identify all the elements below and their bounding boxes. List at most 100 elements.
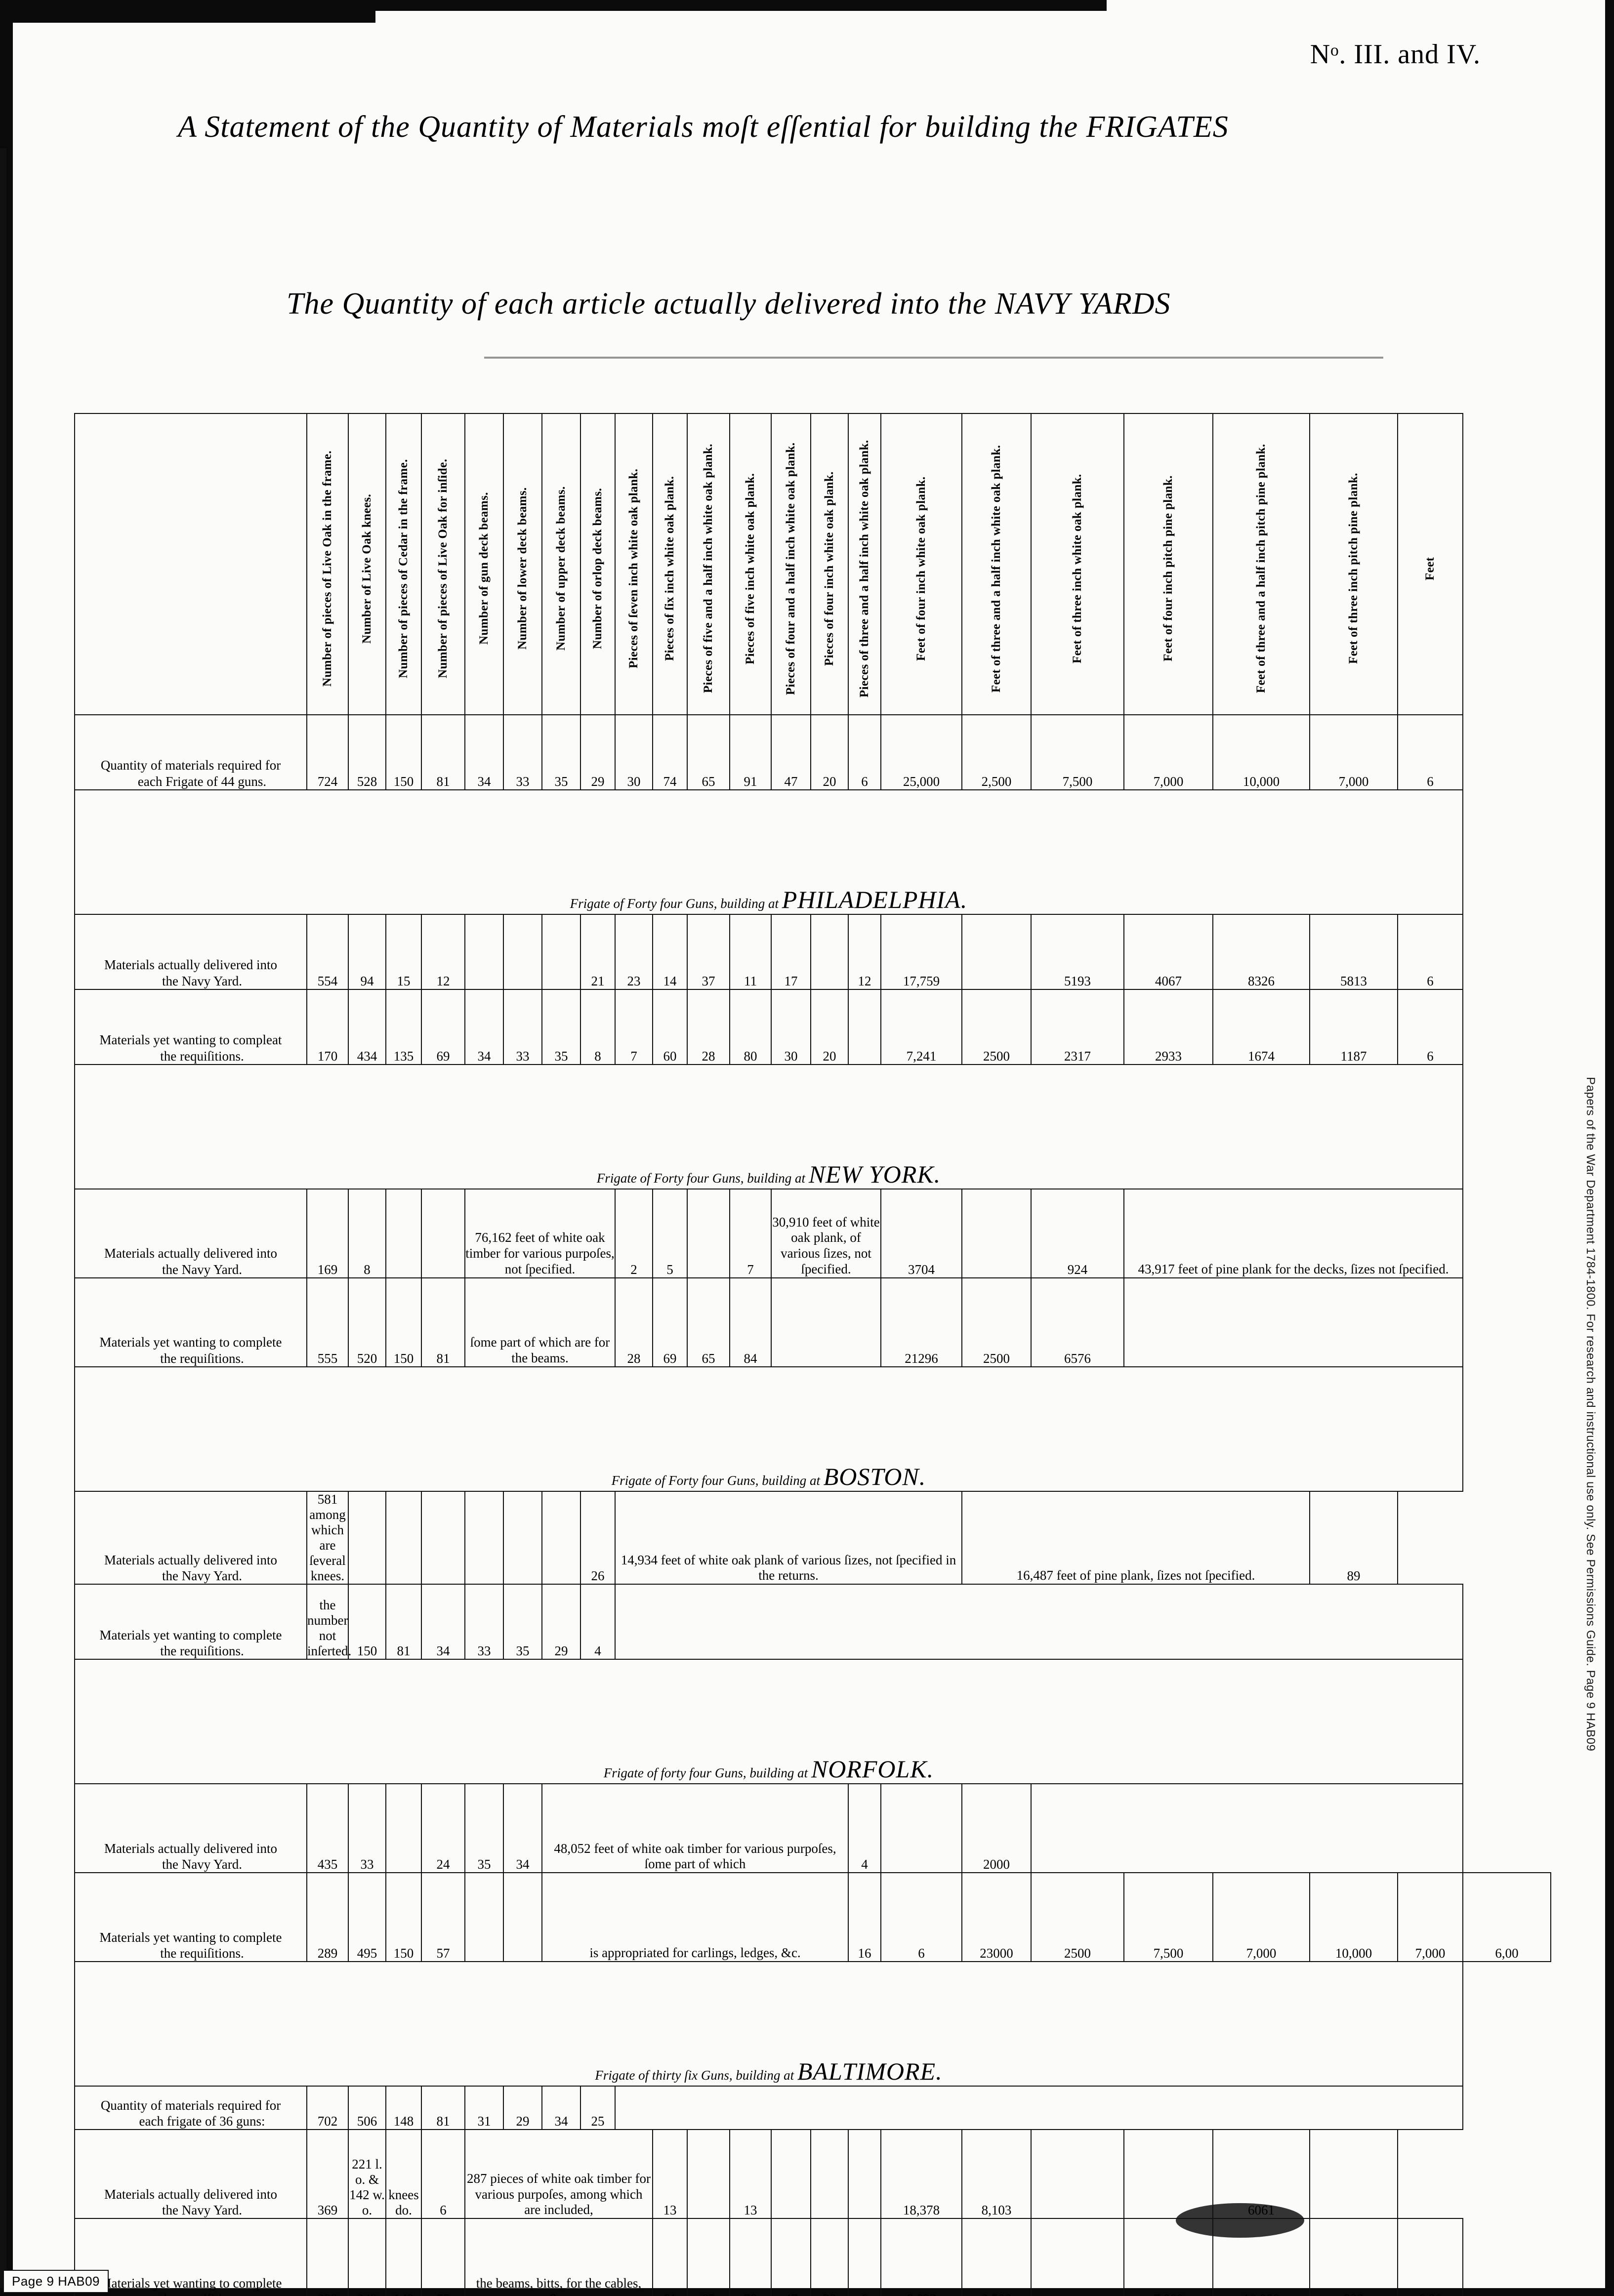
col-head-live-oak-knees: Number of Live Oak knees. <box>348 413 386 715</box>
cell: 30 <box>771 989 811 1065</box>
note-boston-wanting-knees: the number not inſerted. <box>306 1584 351 1660</box>
row-label-delivered: Materials actually delivered into the Na… <box>74 1490 307 1585</box>
scan-edge-right <box>1605 0 1614 2296</box>
cell: 60 <box>652 989 688 1065</box>
table-header-row: Number of pieces of Live Oak in the fram… <box>74 413 1551 715</box>
row-boston-delivered: Materials actually delivered into the Na… <box>74 1490 1551 1585</box>
cell <box>810 2129 849 2219</box>
caption-philadelphia: Frigate of Forty four Guns, building at … <box>74 789 1463 915</box>
cell: 14 <box>652 914 688 990</box>
cell: 6 <box>1397 989 1463 1065</box>
row-label-delivered: Materials actually delivered into the Na… <box>74 1189 307 1278</box>
cell: 29 <box>503 2086 542 2131</box>
cell: 7,000 <box>1212 1872 1310 1963</box>
page-title-line-2: The Quantity of each article actually de… <box>287 287 1171 321</box>
cell <box>961 1189 1032 1278</box>
cell <box>464 914 504 990</box>
cell: 6 <box>848 2218 881 2296</box>
row-newyork-delivered: Materials actually delivered into the Na… <box>74 1189 1551 1278</box>
cell <box>1123 2129 1213 2219</box>
col-head-feet-three-inch-oak: Feet of three inch white oak plank. <box>1031 413 1124 715</box>
cell: 4 <box>848 1783 881 1874</box>
col-head-feet-three-inch-pine: Feet of three inch pitch pine plank. <box>1309 413 1398 715</box>
row-label-delivered: Materials actually delivered into the Na… <box>74 1783 307 1874</box>
caption-row-norfolk: Frigate of forty four Guns, building at … <box>74 1659 1551 1785</box>
scan-edge-left-inner <box>0 148 6 2296</box>
cell: 17,759 <box>880 914 962 990</box>
cell: 7,000 <box>1397 1872 1463 1963</box>
cell <box>1031 2129 1124 2219</box>
cell: 6576 <box>1031 1277 1124 1367</box>
note-baltimore-liveoak: 221 l. o. & 142 w. o. <box>348 2129 386 2219</box>
cell: 7,500 <box>1031 714 1124 790</box>
cell: 169 <box>306 1189 349 1278</box>
cell: 11 <box>729 914 772 990</box>
cell <box>421 1490 465 1585</box>
cell: 34 <box>503 1783 542 1874</box>
cell: 148 <box>385 2086 422 2131</box>
cell <box>1309 2129 1398 2219</box>
cell <box>421 1189 465 1278</box>
col-head-three-half-inch-oak: Pieces of three and a half inch white oa… <box>848 413 881 715</box>
cell <box>615 1584 1463 1660</box>
cell: 25 <box>580 2086 616 2131</box>
cell: 81 <box>421 714 465 790</box>
cell: 20 <box>810 989 849 1065</box>
cell <box>385 1783 422 1874</box>
note-boston-knees: 581 among which are ſeveral knees. <box>306 1490 349 1585</box>
cell: 47 <box>771 2218 811 2296</box>
cell: 69 <box>421 989 465 1065</box>
cell: 81 <box>385 1584 422 1660</box>
cell: 6,622 <box>880 2218 962 2296</box>
col-head-live-oak-inside: Number of pieces of Live Oak for inſide. <box>421 413 465 715</box>
cell: 16 <box>848 1872 881 1963</box>
title-underline <box>484 357 1383 359</box>
cell: 8 <box>580 989 616 1065</box>
cell: 28 <box>615 1277 653 1367</box>
cell: 5 <box>652 1189 688 1278</box>
cell <box>771 1277 881 1367</box>
cell: 10,000 <box>1309 1872 1398 1963</box>
note-baltimore-timber: 287 pieces of white oak timber for vario… <box>464 2129 653 2219</box>
cell: 34 <box>421 1584 465 1660</box>
cell: 1674 <box>1212 989 1310 1065</box>
col-head-four-half-inch-oak: Pieces of four and a half inch white oak… <box>771 413 811 715</box>
row-label-delivered: Materials actually delivered into the Na… <box>74 914 307 990</box>
col-head-gun-deck-beams: Number of gun deck beams. <box>464 413 504 715</box>
cell <box>1031 2218 1124 2296</box>
cell: 20 <box>810 2218 849 2296</box>
cell: 65 <box>687 714 730 790</box>
cell: 21296 <box>880 1277 962 1367</box>
cell <box>687 1189 730 1278</box>
caption-row-baltimore: Frigate of thirty ſix Guns, building at … <box>74 1961 1551 2087</box>
cell: 23000 <box>961 1872 1032 1963</box>
archive-credit-sidebar: Papers of the War Department 1784-1800. … <box>1584 1077 1597 1752</box>
cell: 33 <box>503 714 542 790</box>
cell: 8 <box>348 1189 386 1278</box>
cell <box>541 1490 581 1585</box>
cell: 35 <box>541 989 581 1065</box>
cell: 8,103 <box>961 2129 1032 2219</box>
cell <box>848 989 881 1065</box>
cell: 150 <box>385 1277 422 1367</box>
row-label-wanting: Materials yet wanting to complete the re… <box>74 2218 307 2296</box>
cell: 342 <box>348 2218 386 2296</box>
cell: 3704 <box>880 1189 962 1278</box>
cell: 2000 <box>961 1783 1032 1874</box>
col-head-five-inch-oak: Pieces of five inch white oak plank. <box>729 413 772 715</box>
cell <box>503 914 542 990</box>
cell: 89 <box>1309 1490 1398 1585</box>
cell: 702 <box>306 2086 349 2131</box>
cell: 7,000 <box>1123 2218 1213 2296</box>
cell <box>464 1490 504 1585</box>
cell: 2500 <box>1031 1872 1124 1963</box>
cell <box>880 1783 962 1874</box>
cell: 34 <box>541 2086 581 2131</box>
cell: 84 <box>729 1277 772 1367</box>
note-baltimore-beams: the beams, bitts, for the cables, &c. <box>464 2218 653 2296</box>
cell: 2933 <box>1123 989 1213 1065</box>
cell: 150 <box>385 714 422 790</box>
cell: 26 <box>580 1490 616 1585</box>
cell: 554 <box>306 914 349 990</box>
